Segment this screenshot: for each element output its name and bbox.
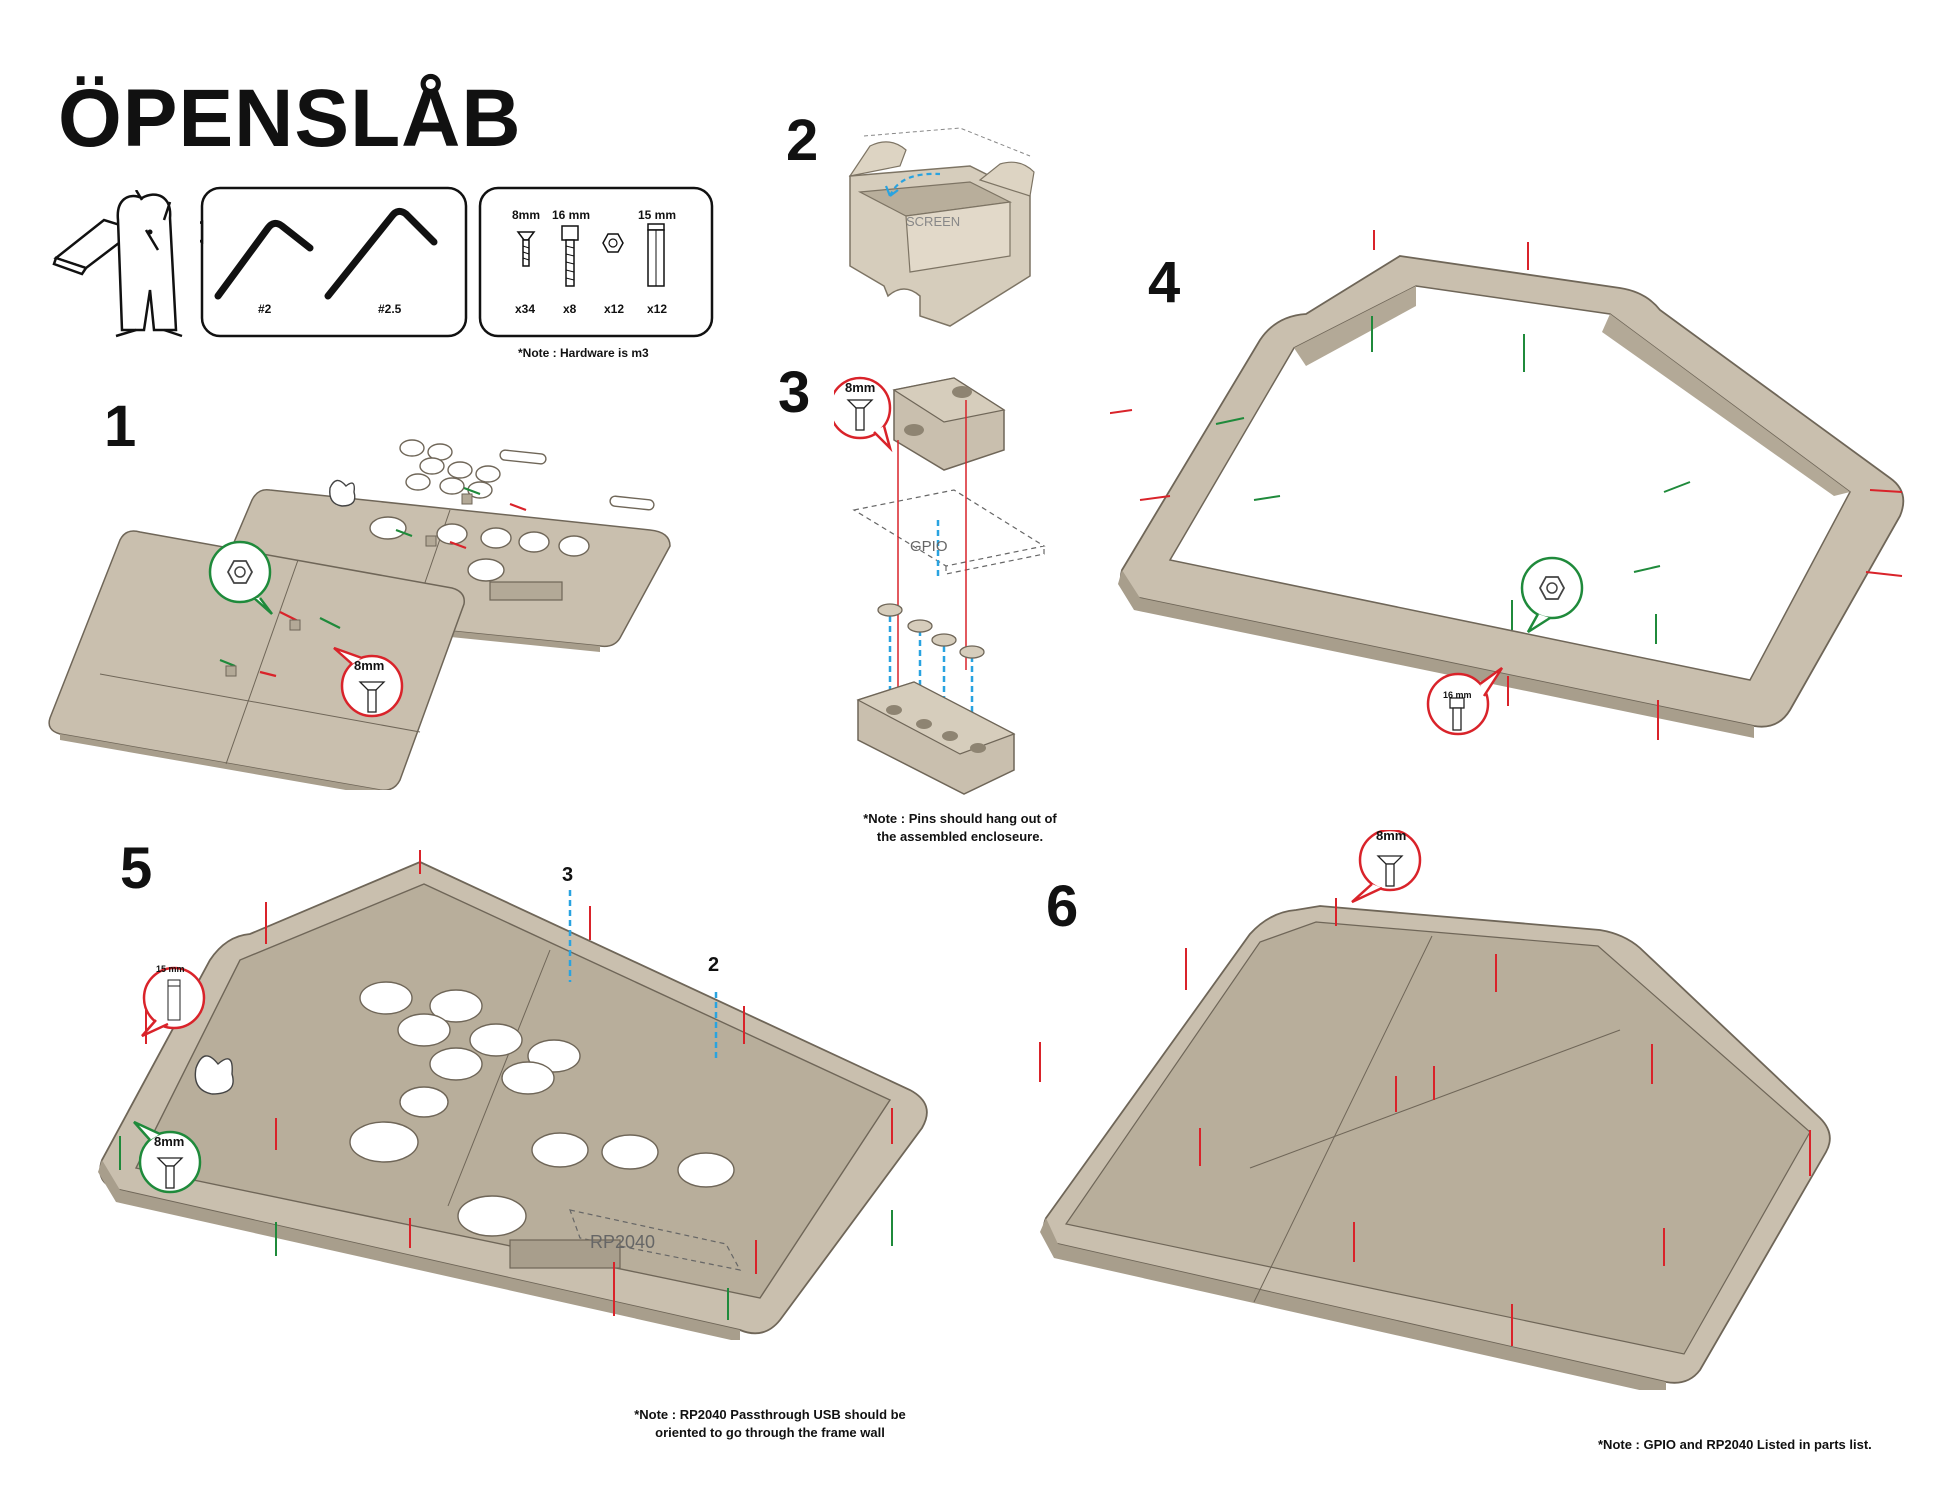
step-6-number: 6 xyxy=(1046,874,1079,939)
step-2-screen-label: SCREEN xyxy=(906,214,961,229)
step-2-diagram xyxy=(848,127,1035,327)
hw-size-16mm: 16 mm xyxy=(552,208,591,222)
hw-qty-8mm: x34 xyxy=(515,302,536,316)
step-4-diagram xyxy=(1110,230,1905,740)
step-5-number: 5 xyxy=(120,836,153,901)
step-3-callout: 8mm xyxy=(845,380,876,395)
screw-16mm-icon xyxy=(561,225,579,287)
step-3-note-line-1: *Note : Pins should hang out of xyxy=(863,811,1057,826)
step-5-note-line-2: oriented to go through the frame wall xyxy=(655,1424,885,1440)
hw-size-15mm: 15 mm xyxy=(638,208,677,222)
step-5-diagram xyxy=(98,850,928,1340)
hardware-note: *Note : Hardware is m3 xyxy=(518,346,649,360)
mascot-illustration xyxy=(52,190,183,338)
step-3-note-line-2: the assembled encloseure. xyxy=(876,828,1044,844)
step-1-callout: 8mm xyxy=(354,658,385,673)
hw-qty-16mm: x8 xyxy=(563,302,577,316)
step-1-number: 1 xyxy=(104,394,137,459)
step-5-ref-2: 2 xyxy=(708,954,720,976)
hardware-box xyxy=(478,186,714,338)
tools-box xyxy=(200,186,468,338)
step-4-number: 4 xyxy=(1148,250,1181,315)
hw-size-8mm: 8mm xyxy=(512,208,541,222)
step-5-rp2040-label: RP2040 xyxy=(590,1232,656,1252)
tool-label-2: #2 xyxy=(258,302,272,316)
hw-qty-nut: x12 xyxy=(604,302,625,316)
page-title: ÖPENSLÅB xyxy=(58,73,522,164)
step-5-note-line-1: *Note : RP2040 Passthrough USB should be xyxy=(634,1407,906,1422)
step-5-ref-3: 3 xyxy=(562,864,574,886)
step-3-diagram xyxy=(834,376,1046,795)
standoff-15mm-icon xyxy=(647,223,665,287)
screw-8mm-icon xyxy=(516,231,536,267)
step-3-gpio-label: GPIO xyxy=(910,538,948,555)
step-5-callout-screw: 8mm xyxy=(154,1134,185,1149)
tool-label-2-5: #2.5 xyxy=(378,302,402,316)
step-5-note: *Note : RP2040 Passthrough USB should be… xyxy=(620,1406,920,1441)
step-5-callout-spacer: 15 mm xyxy=(156,964,185,974)
step-6-callout: 8mm xyxy=(1376,828,1407,843)
step-3-number: 3 xyxy=(778,360,811,425)
step-6-note: *Note : GPIO and RP2040 Listed in parts … xyxy=(1598,1437,1872,1452)
step-1-diagram xyxy=(48,439,671,790)
step-4-callout: 16 mm xyxy=(1443,690,1472,700)
step-2-number: 2 xyxy=(786,108,819,173)
step-6-diagram xyxy=(1039,830,1831,1390)
hw-qty-15mm: x12 xyxy=(647,302,668,316)
step-3-note: *Note : Pins should hang out of the asse… xyxy=(840,810,1080,845)
